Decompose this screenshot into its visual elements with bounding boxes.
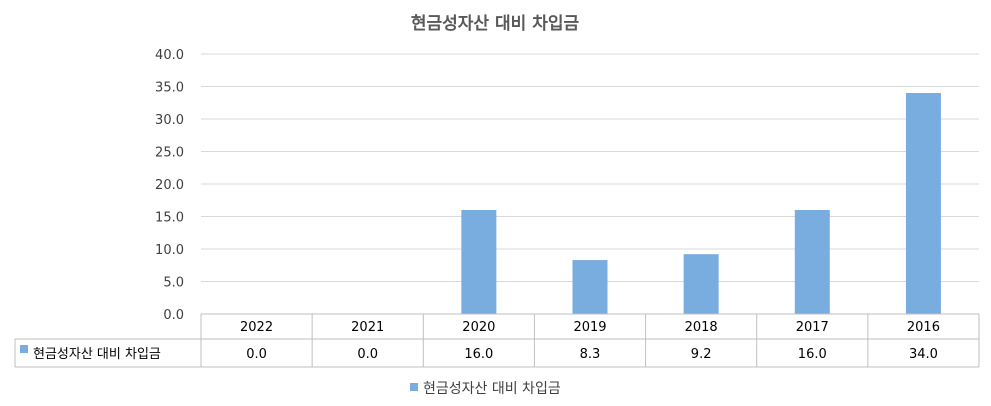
y-tick-label: 25.0 (155, 146, 184, 161)
data-label: 0.0 (246, 347, 267, 362)
legend: 현금성자산 대비 차입금 (410, 381, 561, 397)
y-tick-label: 10.0 (155, 243, 184, 258)
category-label: 2021 (351, 320, 384, 335)
y-tick-label: 15.0 (155, 211, 184, 226)
table-legend-swatch (20, 345, 28, 353)
bar (794, 210, 830, 314)
y-tick-label: 0.0 (163, 308, 184, 323)
bar (461, 210, 497, 314)
data-label: 8.3 (580, 347, 601, 362)
bar (683, 254, 719, 314)
category-label: 2016 (907, 320, 940, 335)
y-tick-label: 20.0 (155, 178, 184, 193)
gridlines (201, 53, 979, 282)
y-tick-label: 40.0 (155, 48, 184, 63)
legend-label: 현금성자산 대비 차입금 (423, 381, 561, 397)
data-label: 34.0 (909, 347, 938, 362)
y-tick-label: 35.0 (155, 81, 184, 96)
legend-swatch (410, 383, 418, 391)
category-label: 2019 (573, 320, 606, 335)
y-tick-label: 30.0 (155, 113, 184, 128)
y-tick-label: 5.0 (163, 276, 184, 291)
bars (461, 93, 941, 314)
bar (905, 93, 941, 314)
y-axis-ticks: 0.0 5.0 10.0 15.0 20.0 25.0 30.0 35.0 40.0 (155, 48, 184, 323)
data-label: 0.0 (357, 347, 378, 362)
data-table: 2022 0.0 2021 0.0 2020 16.0 2019 8.3 2018 9.2 2017… (14, 313, 980, 368)
data-label: 16.0 (798, 347, 827, 362)
bar (572, 260, 608, 314)
category-label: 2020 (462, 320, 495, 335)
category-label: 2018 (685, 320, 718, 335)
category-label: 2022 (240, 320, 273, 335)
chart-title: 현금성자산 대비 차입금 (411, 14, 580, 34)
category-label: 2017 (796, 320, 829, 335)
data-label: 16.0 (464, 347, 493, 362)
data-label: 9.2 (691, 347, 712, 362)
table-series-label: 현금성자산 대비 차입금 (33, 347, 161, 362)
